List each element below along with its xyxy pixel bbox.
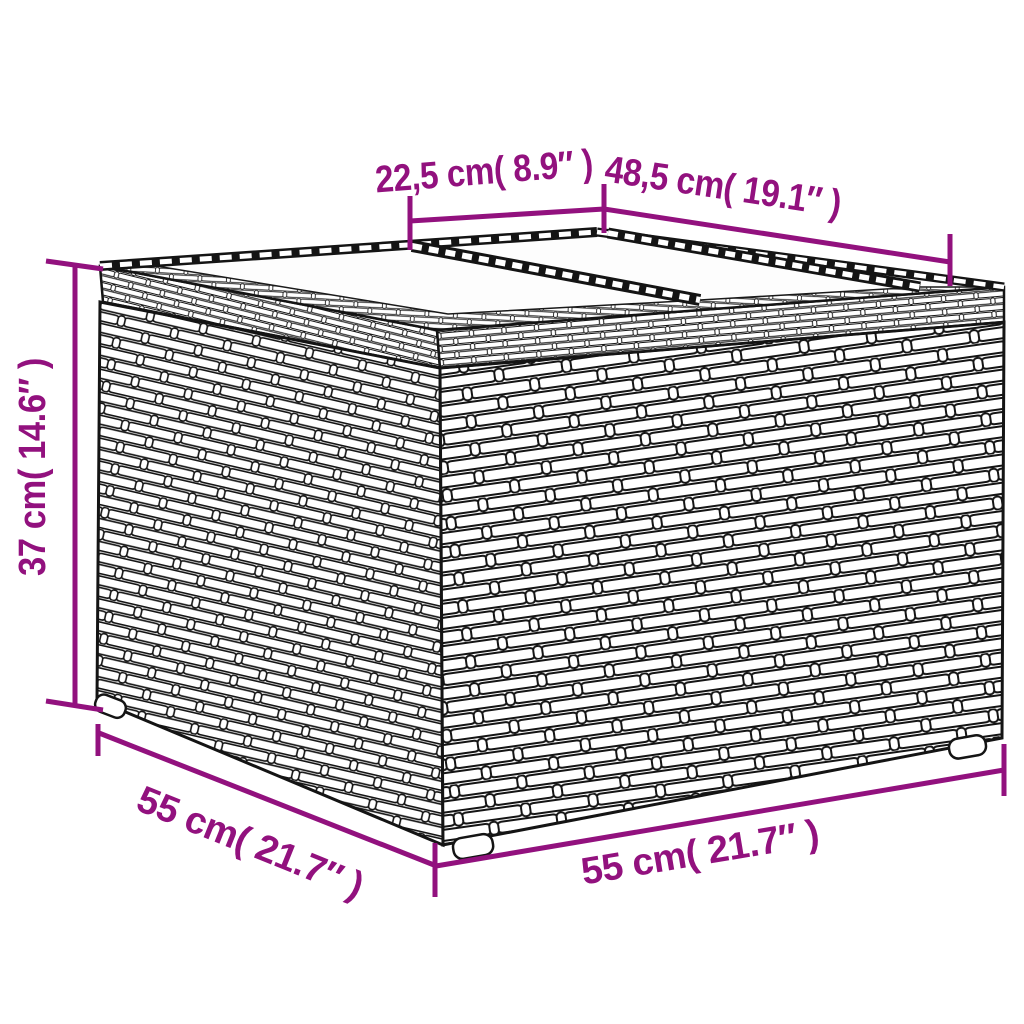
rim-lip-line-right xyxy=(439,320,1005,370)
wicker-left-face xyxy=(95,300,445,848)
back-left-edge xyxy=(99,227,598,271)
rim-lip-line-left xyxy=(102,300,441,370)
glass-divider-left xyxy=(410,240,702,306)
wicker-edge-bands xyxy=(99,227,1005,370)
table-feet xyxy=(93,693,988,861)
dimension-top-right xyxy=(603,206,953,286)
dim-label-glass-panel-width: 22,5 cm( 8.9″ ) xyxy=(374,143,595,202)
dim-label-height: 37 cm( 14.6″ ) xyxy=(12,358,54,576)
left-foot xyxy=(93,693,128,720)
dim-label-base-front: 55 cm( 21.7″ ) xyxy=(578,812,822,893)
right-foot xyxy=(947,734,988,760)
wicker-table-drawing xyxy=(93,227,1006,861)
front-foot xyxy=(451,832,495,861)
dimension-height xyxy=(45,258,104,713)
wicker-right-face xyxy=(438,320,1006,847)
dimension-base-front xyxy=(435,744,1007,869)
dimension-base-left xyxy=(95,724,438,897)
glass-divider-right xyxy=(607,227,921,293)
dimension-annotations xyxy=(45,184,1007,897)
dimension-top-left xyxy=(407,184,607,250)
